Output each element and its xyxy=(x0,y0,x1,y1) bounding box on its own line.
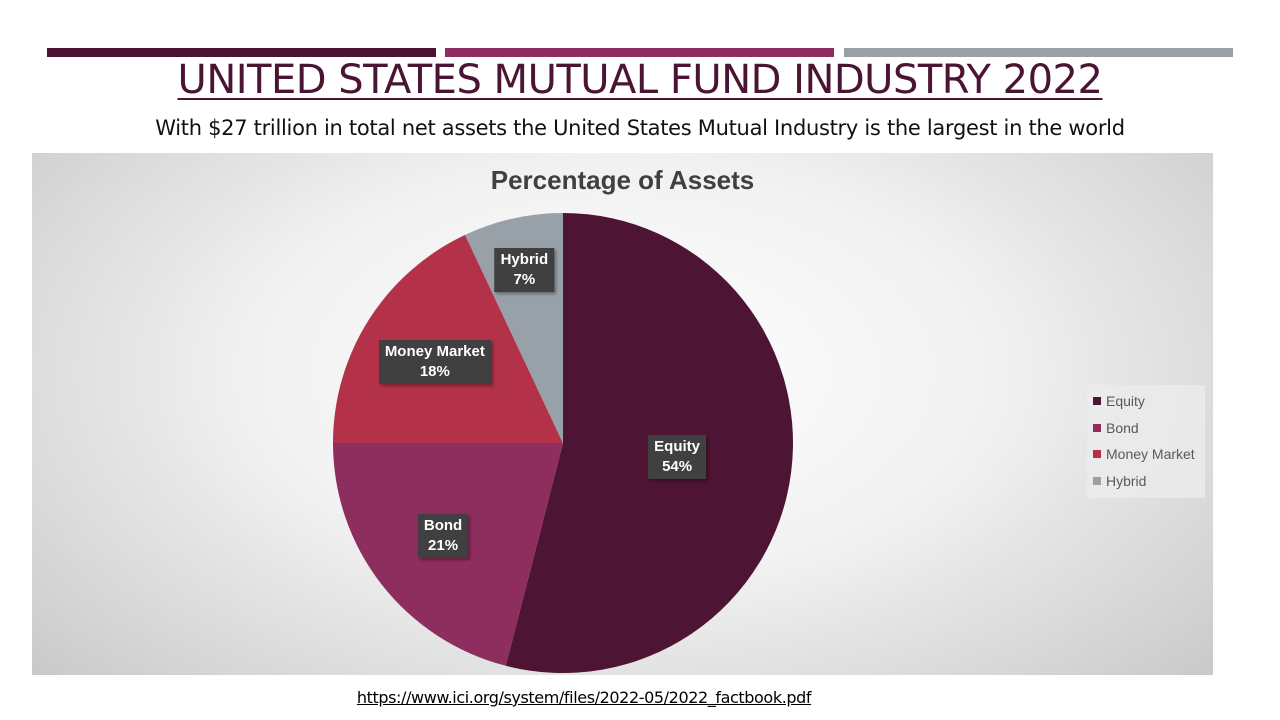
legend-label: Bond xyxy=(1106,419,1139,436)
data-label-hybrid: Hybrid 7% xyxy=(494,248,555,293)
slide-subtitle: With $27 trillion in total net assets th… xyxy=(155,116,1125,140)
data-label-value: 54% xyxy=(662,458,693,476)
decor-bar-2 xyxy=(445,48,834,57)
data-label-value: 18% xyxy=(419,362,450,380)
data-label-equity: Equity 54% xyxy=(648,435,706,480)
data-label-name: Equity xyxy=(654,438,700,456)
legend-item-equity: Equity xyxy=(1093,388,1199,415)
chart-legend: Equity Bond Money Market Hybrid xyxy=(1087,385,1205,498)
legend-label: Equity xyxy=(1106,393,1145,410)
legend-item-money-market: Money Market xyxy=(1093,441,1199,468)
legend-label: Money Market xyxy=(1106,446,1195,463)
data-label-value: 21% xyxy=(428,537,459,555)
legend-item-hybrid: Hybrid xyxy=(1093,468,1199,495)
data-label-money-market: Money Market 18% xyxy=(378,339,491,384)
legend-swatch xyxy=(1093,423,1101,432)
data-label-value: 7% xyxy=(513,271,536,289)
legend-item-bond: Bond xyxy=(1093,415,1199,442)
data-label-name: Bond xyxy=(423,517,463,535)
decor-bar-3 xyxy=(844,48,1233,57)
source-link[interactable]: https://www.ici.org/system/files/2022-05… xyxy=(356,688,812,707)
pie-slice-money-market xyxy=(333,234,563,443)
pie-slices xyxy=(333,213,794,673)
chart-title: Percentage of Assets xyxy=(490,165,755,195)
legend-swatch xyxy=(1093,397,1101,406)
pie-chart xyxy=(333,213,794,673)
data-label-bond: Bond 21% xyxy=(417,514,469,559)
slide-title: UNITED STATES MUTUAL FUND INDUSTRY 2022 xyxy=(177,57,1103,103)
decor-bar-1 xyxy=(47,48,436,57)
legend-swatch xyxy=(1093,476,1101,485)
data-label-name: Hybrid xyxy=(500,251,549,269)
legend-label: Hybrid xyxy=(1106,472,1147,489)
legend-swatch xyxy=(1093,450,1101,459)
chart-area: Percentage of Assets Equity 54% Bond 21% Mon… xyxy=(32,153,1213,675)
data-label-name: Money Market xyxy=(384,342,485,360)
